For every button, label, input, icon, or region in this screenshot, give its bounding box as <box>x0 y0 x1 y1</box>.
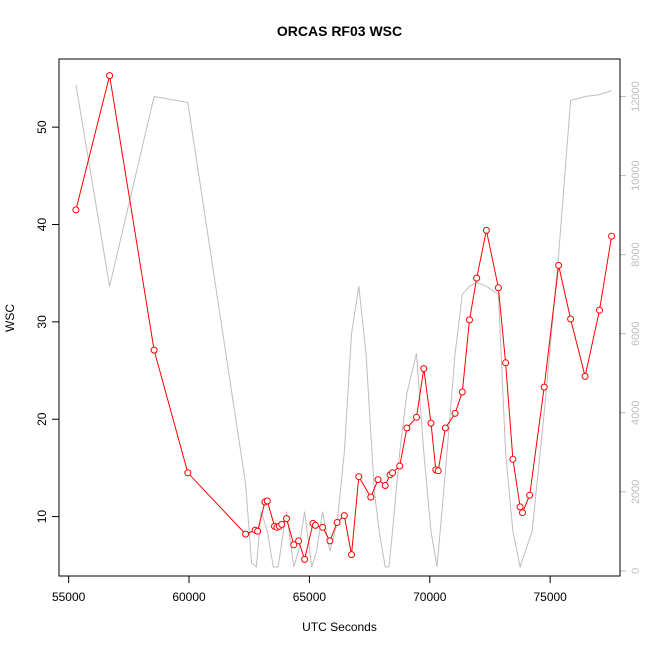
wsc-data-point <box>482 226 490 234</box>
wsc-data-point <box>581 372 589 380</box>
wsc-data-point <box>340 512 348 520</box>
plot-frame <box>58 58 621 577</box>
wsc-data-point <box>509 455 517 463</box>
wsc-data-point <box>420 365 428 373</box>
y2-tick-label: 2000 <box>630 480 642 504</box>
wsc-data-point <box>326 537 334 545</box>
wsc-data-point <box>72 206 80 214</box>
wsc-data-point <box>184 469 192 477</box>
x-tick-label: 65000 <box>293 590 327 604</box>
y2-tick-label: 12000 <box>630 81 642 112</box>
wsc-data-point <box>374 476 382 484</box>
wsc-data-point <box>451 409 459 417</box>
wsc-data-point <box>413 413 420 421</box>
wsc-data-point <box>516 503 524 511</box>
wsc-data-point <box>466 316 473 324</box>
wsc-data-point <box>434 467 442 475</box>
series-layer <box>72 72 616 569</box>
wsc-data-point <box>441 424 449 432</box>
wsc-data-point <box>254 527 262 535</box>
wsc-data-point <box>367 493 375 501</box>
wsc-data-point <box>319 523 327 531</box>
y2-tick-label: 10000 <box>630 160 642 191</box>
y2-tick-label: 6000 <box>630 321 642 345</box>
wsc-data-point <box>458 388 466 396</box>
wsc-data-point <box>301 555 309 563</box>
y-tick-label: 40 <box>35 218 49 232</box>
wsc-data-point <box>311 521 319 529</box>
wsc-data-point <box>278 520 286 528</box>
wsc-data-point <box>403 424 411 432</box>
wsc-data-point <box>295 537 303 545</box>
wsc-data-point <box>150 346 158 354</box>
y-tick-label: 30 <box>35 315 49 329</box>
altitude-series-line <box>75 84 612 569</box>
y2-tick-label: 4000 <box>630 401 642 425</box>
wsc-data-point <box>333 519 341 526</box>
wsc-data-point <box>494 284 502 292</box>
wsc-data-point <box>290 541 298 549</box>
x-tick-label: 70000 <box>413 590 447 604</box>
wsc-data-point <box>396 462 404 470</box>
wsc-data-point <box>526 491 534 499</box>
y-tick-label: 10 <box>35 510 49 524</box>
wsc-data-point <box>567 315 575 323</box>
y-tick-label: 20 <box>35 412 49 426</box>
wsc-data-point <box>106 72 114 80</box>
wsc-data-point <box>473 274 481 282</box>
wsc-data-point <box>263 497 271 505</box>
x-axis-label: UTC Seconds <box>302 620 377 634</box>
y-axis-label: WSC <box>3 304 17 332</box>
wsc-data-point <box>283 515 290 523</box>
wsc-data-point <box>519 509 526 517</box>
y2-tick-label: 0 <box>630 568 642 574</box>
wsc-data-point <box>242 530 250 538</box>
wsc-data-point <box>555 261 563 269</box>
wsc-data-point <box>355 473 363 481</box>
y-tick-label: 50 <box>35 120 49 134</box>
wsc-data-point <box>608 232 616 240</box>
wsc-data-point <box>348 551 355 559</box>
wsc-data-point <box>540 383 548 391</box>
wsc-data-point <box>596 306 603 314</box>
wsc-data-point <box>502 359 510 367</box>
chart-title: ORCAS RF03 WSC <box>277 23 402 39</box>
x-tick-label: 75000 <box>533 590 567 604</box>
y2-tick-label: 8000 <box>630 242 642 266</box>
wsc-data-point <box>427 419 435 427</box>
wsc-data-point <box>381 482 389 489</box>
wsc-data-point <box>389 469 396 477</box>
x-tick-label: 55000 <box>52 590 86 604</box>
x-tick-label: 60000 <box>172 590 206 604</box>
